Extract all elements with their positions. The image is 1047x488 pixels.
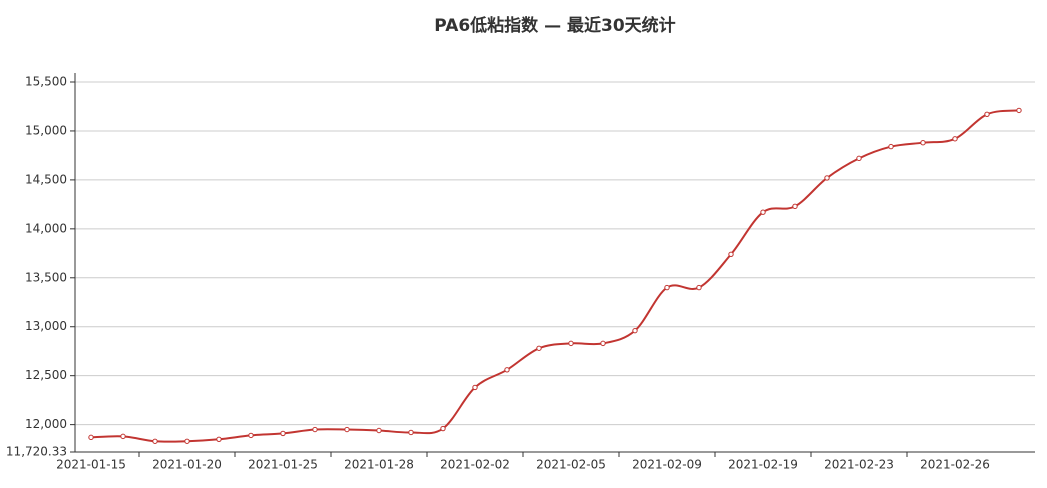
data-point (440, 425, 446, 432)
y-tick-label: 14,000 (25, 221, 67, 235)
x-tick-label: 2021-02-09 (632, 458, 702, 472)
data-point (88, 434, 94, 441)
series-line (90, 109, 1020, 443)
data-point (312, 426, 318, 433)
data-point (1016, 107, 1022, 114)
data-point (536, 345, 542, 351)
y-tick-label: 12,500 (25, 368, 67, 382)
data-point (888, 143, 894, 150)
x-tick-label: 2021-02-02 (440, 458, 510, 472)
data-point (120, 433, 126, 440)
y-tick-label: 14,500 (25, 172, 67, 186)
data-point (504, 367, 510, 373)
data-point (408, 429, 414, 436)
x-tick-label: 2021-02-05 (536, 458, 606, 472)
y-tick-label: 13,000 (25, 319, 67, 333)
y-tick-label: 11,720.33 (6, 445, 67, 459)
data-point (632, 327, 638, 334)
data-point (280, 430, 286, 437)
x-tick-label: 2021-02-19 (728, 458, 798, 472)
data-point (760, 209, 766, 215)
data-point (344, 426, 350, 433)
x-tick-label: 2021-02-23 (824, 458, 894, 472)
data-point (568, 340, 574, 347)
y-tick-label: 15,500 (25, 75, 67, 89)
data-point (216, 436, 222, 443)
data-point (696, 284, 702, 291)
data-point (152, 438, 158, 444)
data-point (952, 136, 958, 142)
data-point (824, 175, 830, 181)
data-point (600, 340, 606, 347)
y-tick-label: 13,500 (25, 270, 67, 284)
x-tick-label: 2021-01-15 (56, 458, 126, 472)
data-point (792, 203, 798, 210)
x-tick-label: 2021-02-26 (920, 458, 990, 472)
data-point (728, 251, 734, 257)
data-point (920, 139, 926, 146)
chart-title: PA6低粘指数 — 最近30天统计 (434, 15, 675, 36)
y-tick-label: 12,000 (25, 417, 67, 431)
data-point (184, 438, 190, 444)
x-tick-label: 2021-01-25 (248, 458, 318, 472)
data-point (376, 427, 382, 434)
data-point (472, 384, 478, 391)
data-point (248, 432, 254, 439)
x-tick-label: 2021-01-20 (152, 458, 222, 472)
data-point (984, 111, 990, 118)
data-point (664, 284, 670, 291)
y-tick-label: 15,000 (25, 123, 67, 137)
x-tick-label: 2021-01-28 (344, 458, 414, 472)
data-point (856, 155, 862, 162)
